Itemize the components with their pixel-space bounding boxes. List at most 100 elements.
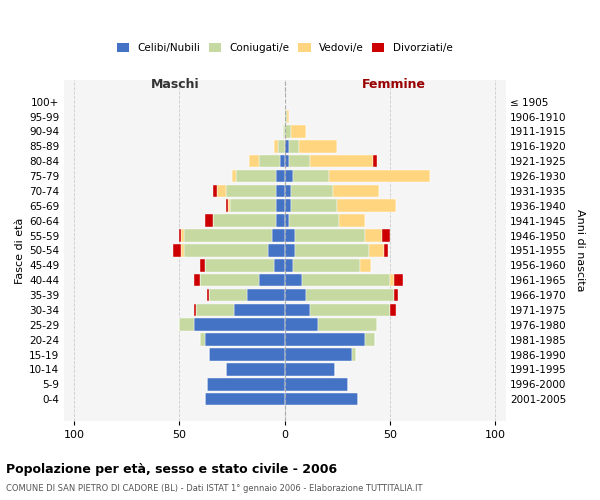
Bar xyxy=(333,184,379,197)
Bar xyxy=(280,155,284,168)
Bar xyxy=(319,318,377,331)
Bar xyxy=(284,170,293,182)
Bar xyxy=(196,304,234,316)
Bar xyxy=(226,184,276,197)
Bar xyxy=(276,170,284,182)
Bar xyxy=(194,318,284,331)
Y-axis label: Anni di nascita: Anni di nascita xyxy=(575,209,585,292)
Bar xyxy=(361,259,371,272)
Bar xyxy=(249,155,259,168)
Bar xyxy=(213,184,217,197)
Bar xyxy=(230,200,276,212)
Bar xyxy=(383,244,388,256)
Bar xyxy=(205,259,274,272)
Bar xyxy=(278,140,284,152)
Bar xyxy=(310,304,390,316)
Bar xyxy=(179,318,194,331)
Bar xyxy=(287,110,289,123)
Bar xyxy=(276,200,284,212)
Bar xyxy=(259,155,280,168)
Bar xyxy=(289,155,310,168)
Bar xyxy=(284,318,319,331)
Bar xyxy=(340,214,365,227)
Bar xyxy=(329,170,430,182)
Bar xyxy=(272,229,284,242)
Text: Maschi: Maschi xyxy=(151,78,199,92)
Bar xyxy=(299,140,337,152)
Bar xyxy=(293,259,361,272)
Bar xyxy=(276,184,284,197)
Bar xyxy=(173,244,181,256)
Bar xyxy=(268,244,284,256)
Bar xyxy=(291,200,337,212)
Bar xyxy=(369,244,383,256)
Bar xyxy=(200,334,205,346)
Text: Popolazione per età, sesso e stato civile - 2006: Popolazione per età, sesso e stato civil… xyxy=(6,462,337,475)
Bar xyxy=(200,274,259,286)
Bar xyxy=(181,229,184,242)
Bar xyxy=(382,229,390,242)
Bar xyxy=(200,259,205,272)
Bar xyxy=(207,288,209,302)
Bar xyxy=(365,334,375,346)
Bar xyxy=(274,259,284,272)
Bar xyxy=(207,378,284,390)
Bar xyxy=(284,184,291,197)
Bar xyxy=(184,229,272,242)
Bar xyxy=(232,170,236,182)
Bar xyxy=(236,170,276,182)
Bar xyxy=(365,229,382,242)
Bar xyxy=(213,214,276,227)
Bar xyxy=(394,288,398,302)
Bar xyxy=(209,288,247,302)
Bar xyxy=(295,244,369,256)
Bar xyxy=(217,184,226,197)
Bar xyxy=(226,363,284,376)
Bar xyxy=(373,155,377,168)
Bar xyxy=(284,348,352,361)
Bar xyxy=(226,200,228,212)
Bar xyxy=(284,125,291,138)
Bar xyxy=(276,214,284,227)
Bar xyxy=(194,274,200,286)
Bar xyxy=(390,274,394,286)
Bar xyxy=(181,244,184,256)
Bar xyxy=(284,140,289,152)
Bar xyxy=(284,214,289,227)
Bar xyxy=(228,200,230,212)
Bar xyxy=(284,110,287,123)
Bar xyxy=(234,304,284,316)
Bar xyxy=(289,140,299,152)
Bar xyxy=(284,244,295,256)
Bar xyxy=(247,288,284,302)
Bar xyxy=(284,334,365,346)
Bar xyxy=(289,214,340,227)
Bar xyxy=(284,274,302,286)
Bar xyxy=(284,155,289,168)
Bar xyxy=(205,214,213,227)
Bar xyxy=(337,200,396,212)
Bar xyxy=(284,304,310,316)
Bar xyxy=(259,274,284,286)
Bar xyxy=(284,200,291,212)
Bar xyxy=(194,304,196,316)
Bar xyxy=(293,170,329,182)
Bar xyxy=(284,363,335,376)
Text: Femmine: Femmine xyxy=(362,78,426,92)
Bar xyxy=(310,155,373,168)
Text: COMUNE DI SAN PIETRO DI CADORE (BL) - Dati ISTAT 1° gennaio 2006 - Elaborazione : COMUNE DI SAN PIETRO DI CADORE (BL) - Da… xyxy=(6,484,422,493)
Y-axis label: Fasce di età: Fasce di età xyxy=(15,217,25,284)
Bar xyxy=(291,184,333,197)
Bar xyxy=(352,348,356,361)
Bar xyxy=(284,259,293,272)
Bar xyxy=(291,125,306,138)
Bar xyxy=(284,393,358,406)
Bar xyxy=(306,288,394,302)
Bar xyxy=(209,348,284,361)
Bar xyxy=(283,125,284,138)
Bar xyxy=(284,288,306,302)
Bar xyxy=(205,334,284,346)
Bar xyxy=(302,274,390,286)
Bar xyxy=(295,229,365,242)
Bar xyxy=(184,244,268,256)
